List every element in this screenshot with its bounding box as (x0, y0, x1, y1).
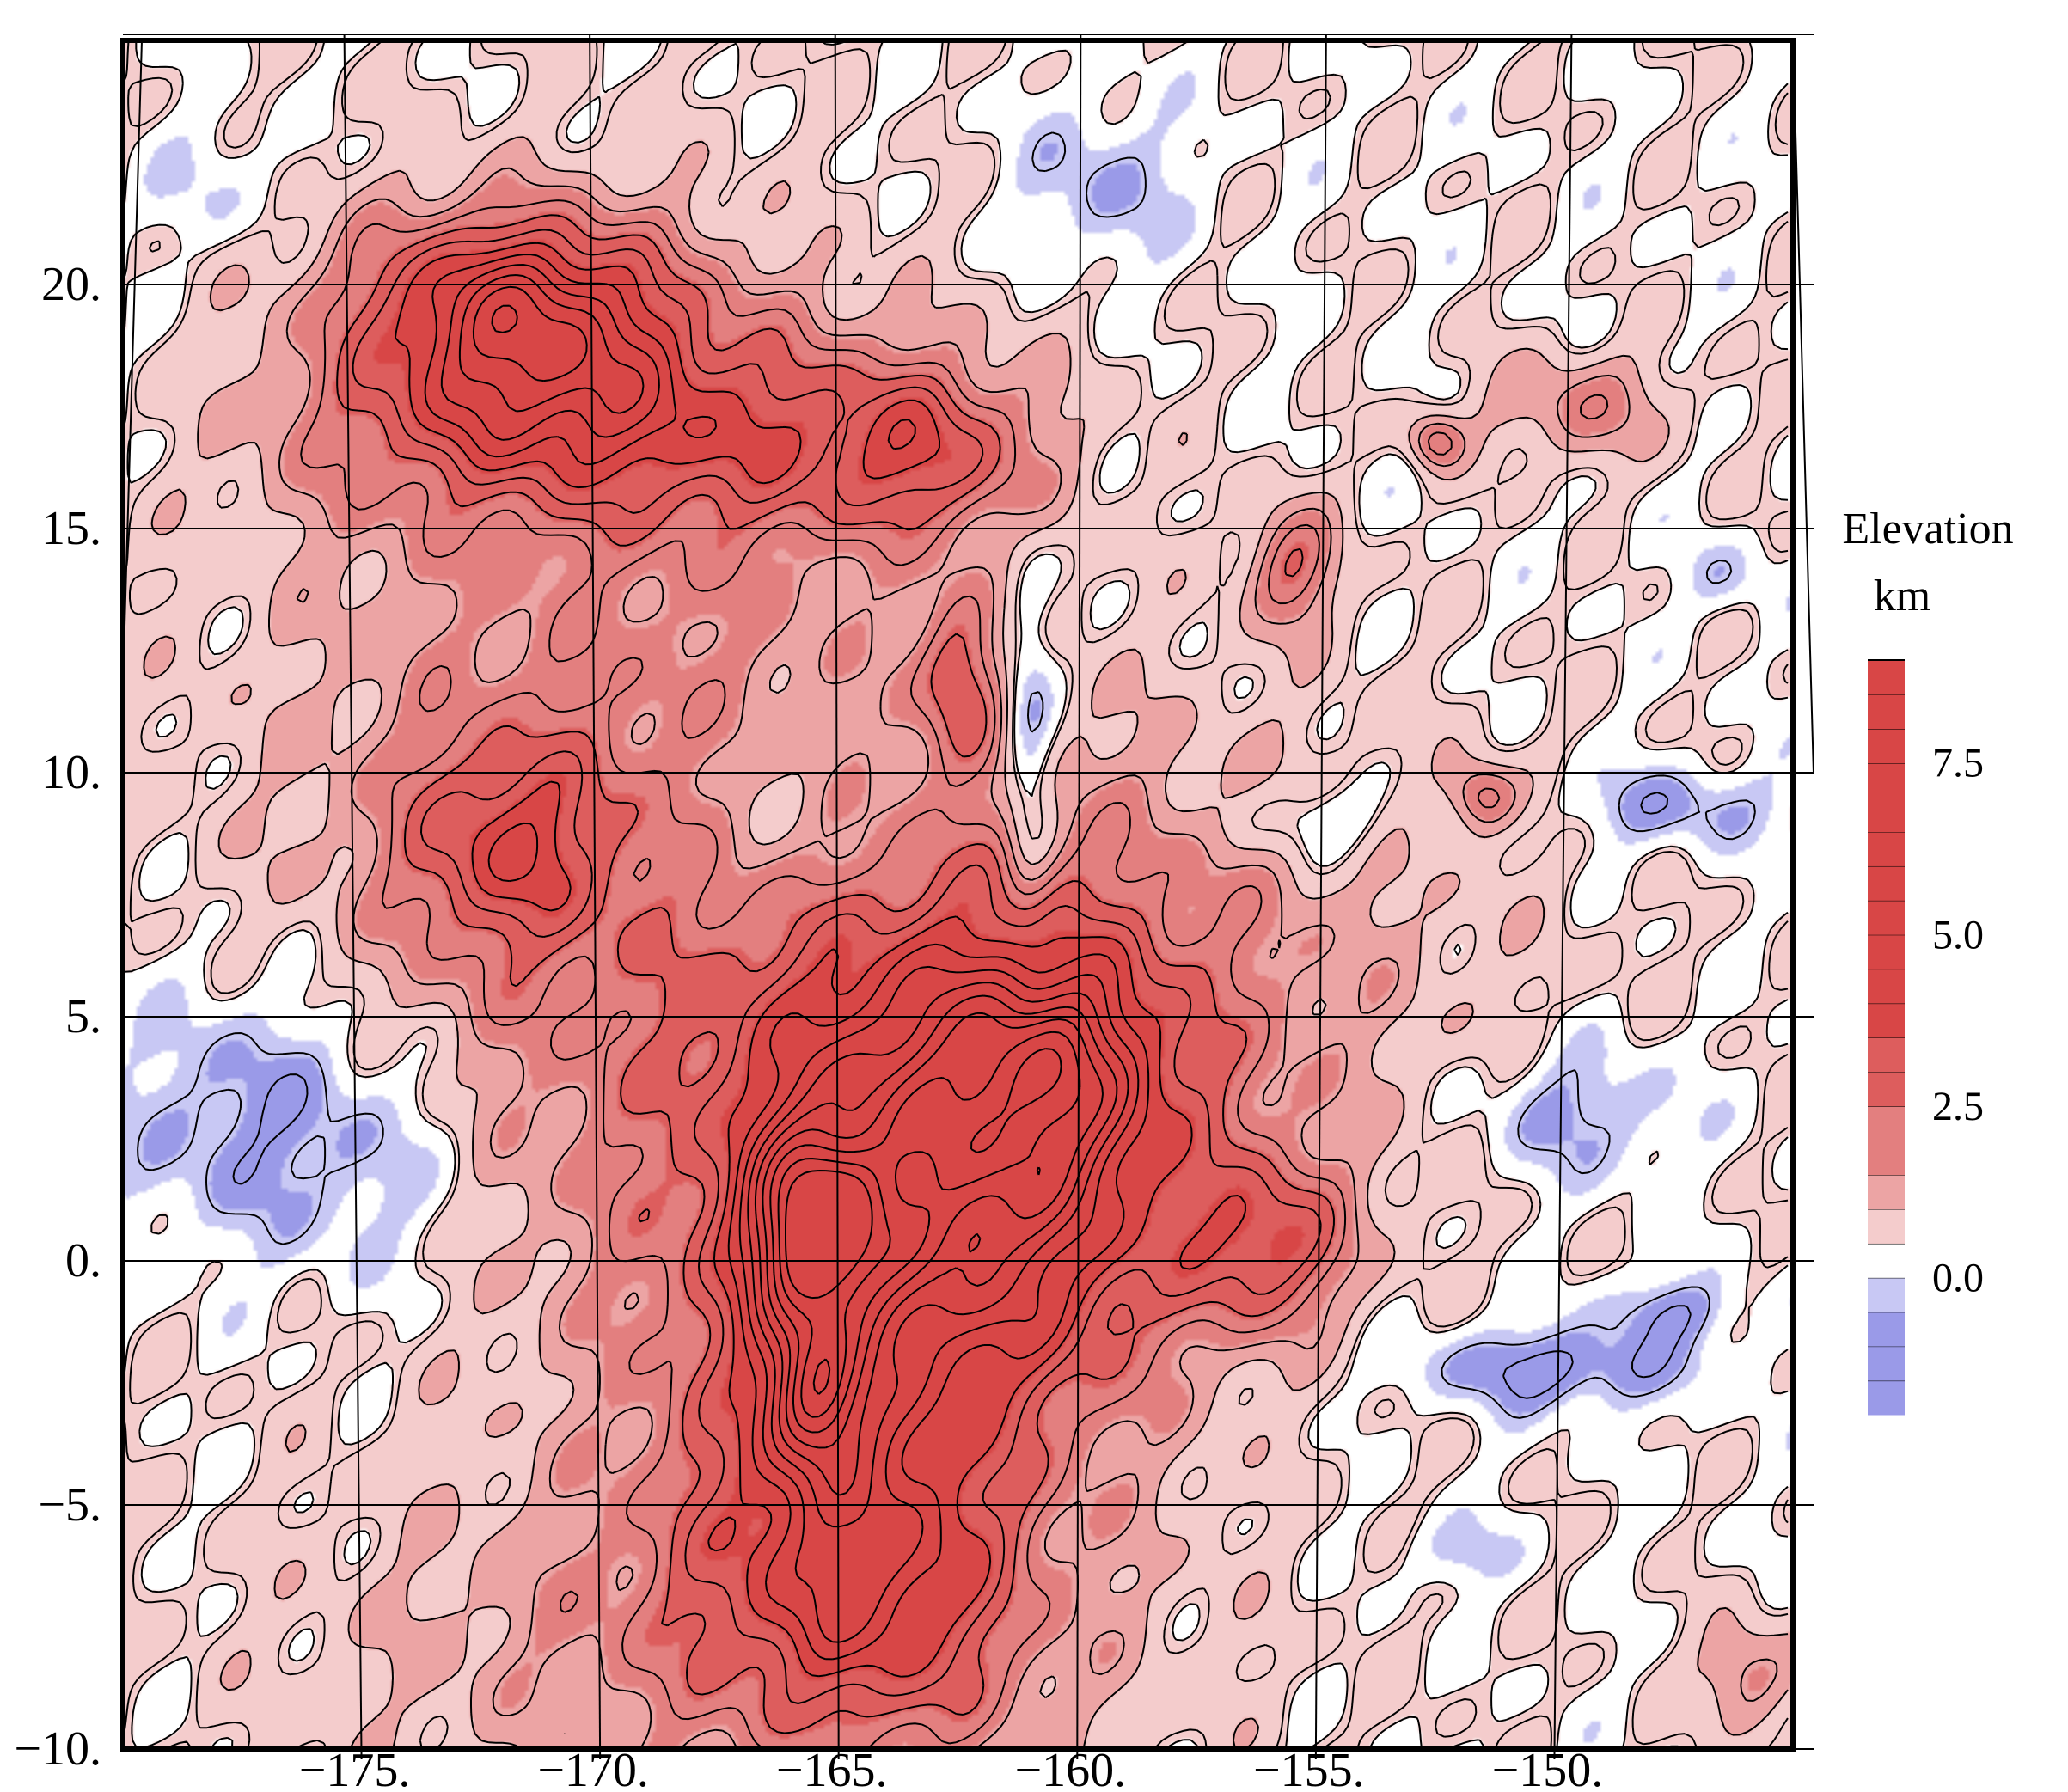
contour-line (278, 167, 1778, 1748)
legend-color-swatch (1868, 934, 1905, 969)
contour-line (143, 136, 1789, 1748)
legend-color-swatch (1868, 1003, 1905, 1038)
longitude-tick-label: −155. (1253, 1744, 1365, 1792)
legend-tick-label: 7.5 (1932, 741, 1984, 786)
longitude-tick-labels: −175. −170. −165. −160. −155. −150. (299, 1744, 1603, 1792)
contour-line (300, 199, 1609, 1748)
legend-color-swatch (1868, 1312, 1905, 1347)
legend-color-swatch (1868, 1105, 1905, 1141)
graticule (122, 33, 1814, 1760)
latitude-tick-label: −5. (38, 1478, 101, 1532)
longitude-tick-label: −170. (537, 1744, 649, 1792)
legend-color-swatch (1868, 1037, 1905, 1073)
longitude-gridline (834, 33, 840, 1760)
legend-color-swatch (1868, 1174, 1905, 1210)
legend-color-swatch (1868, 1380, 1905, 1416)
latitude-tick-label: 10. (41, 746, 101, 799)
legend-color-swatch (1868, 694, 1905, 730)
legend-color-swatch (1868, 1140, 1905, 1176)
legend-tick-label: 5.0 (1932, 912, 1984, 957)
latitude-tick-labels: 20. 15. 10. 5. 0. −5. −10. (14, 258, 101, 1776)
legend: Elevation km 7.5 5.0 2.5 0.0 (1842, 505, 2014, 1416)
legend-colorbar (1868, 659, 1905, 1416)
legend-color-swatch (1868, 797, 1905, 833)
legend-color-swatch (1868, 865, 1905, 901)
legend-color-swatch (1868, 900, 1905, 935)
contour-line (458, 274, 1129, 1528)
latitude-tick-label: 5. (65, 990, 101, 1043)
legend-color-swatch (1868, 1277, 1905, 1312)
legend-color-swatch (1868, 1208, 1905, 1244)
legend-color-swatch (1868, 762, 1905, 798)
legend-tick-label: 0.0 (1932, 1255, 1984, 1300)
contour-line (124, 41, 1789, 1748)
contour-line (137, 131, 1756, 1419)
longitude-gridline (1076, 33, 1082, 1760)
latitude-tick-label: −10. (14, 1722, 101, 1776)
contour-line (352, 229, 1322, 1704)
legend-title-line1: Elevation (1842, 505, 2013, 554)
contour-line (336, 214, 1335, 1734)
contour-line (491, 304, 1104, 1449)
legend-color-swatch (1868, 1346, 1905, 1381)
legend-color-swatch (1868, 728, 1905, 764)
plot-frame (120, 38, 1796, 1752)
latitude-tick-label: 20. (41, 258, 101, 311)
legend-title-line2: km (1874, 572, 1930, 621)
latitude-tick-label: 0. (65, 1234, 101, 1287)
longitude-tick-label: −160. (1014, 1744, 1126, 1792)
longitude-tick-label: −175. (299, 1744, 411, 1792)
longitude-gridline (343, 33, 363, 1760)
contour-line (232, 792, 1692, 1399)
legend-color-swatch (1868, 831, 1905, 866)
legend-color-swatch (1868, 1243, 1905, 1278)
longitude-tick-label: −150. (1492, 1744, 1604, 1792)
legend-color-swatch (1868, 1071, 1905, 1107)
edge-meridian (122, 40, 143, 686)
legend-color-swatch (1868, 660, 1905, 695)
contour-line (394, 242, 1246, 1678)
contour-line (424, 254, 1150, 1661)
longitude-gridline (589, 33, 602, 1760)
legend-tick-label: 2.5 (1932, 1084, 1984, 1129)
legend-color-swatch (1868, 969, 1905, 1004)
contour-line (472, 285, 1118, 1496)
contour-line (777, 1048, 1062, 1418)
contour-line (440, 264, 1140, 1643)
contour-lines (124, 41, 1789, 1748)
longitude-tick-label: −165. (776, 1744, 888, 1792)
contour-line (124, 41, 1789, 1748)
contour-line (769, 1031, 1081, 1434)
longitude-gridline (1553, 33, 1573, 1760)
frame-right-extension (1792, 40, 1814, 774)
latitude-tick-label: 15. (41, 502, 101, 555)
longitude-gridline (1314, 33, 1327, 1760)
elevation-field (123, 40, 1793, 1749)
legend-tick-labels: 7.5 5.0 2.5 0.0 (1932, 741, 1984, 1301)
